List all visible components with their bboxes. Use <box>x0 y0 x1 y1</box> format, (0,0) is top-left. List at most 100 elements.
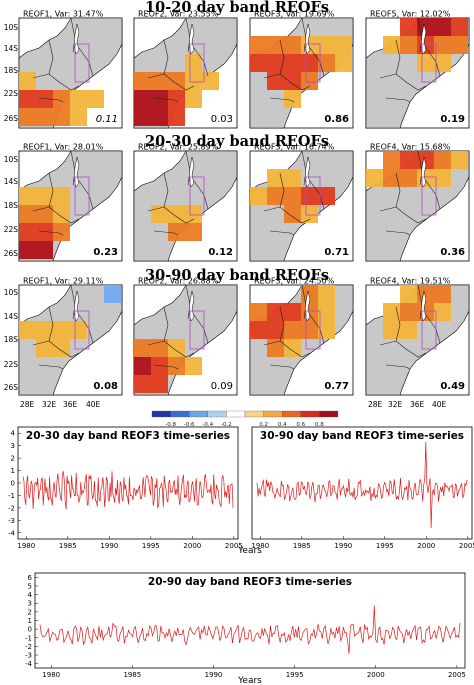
reof-cell <box>434 54 451 72</box>
y-tick-label: 2 <box>11 455 15 463</box>
reof-cell <box>53 90 70 108</box>
x-tick-label: 2000 <box>183 542 201 550</box>
reof-cell <box>151 357 168 375</box>
x-tick-label: 1985 <box>123 671 141 679</box>
reof-cell <box>19 187 36 205</box>
reof-cell <box>19 205 36 223</box>
reof-cell <box>301 205 318 223</box>
lat-label: 14S <box>3 312 18 321</box>
reof-cell <box>53 108 70 126</box>
y-tick-label: 4 <box>11 430 16 438</box>
reof-cell <box>335 54 352 72</box>
panel-label: REOF2, Var: 25.89% <box>138 143 219 152</box>
reof-cell <box>335 36 352 54</box>
correlation-value: 0.09 <box>211 381 233 392</box>
lon-label: 40E <box>432 400 447 409</box>
map-panel: REOF1, Var: 28.01% 0.23 <box>18 143 123 262</box>
reof-cell <box>451 36 468 54</box>
y-tick-label: -1 <box>8 492 15 500</box>
colorbar-tick: -0.6 <box>184 422 195 428</box>
region-box <box>305 43 321 83</box>
panel-label: REOF1, Var: 31.47% <box>23 10 104 19</box>
lat-label: 26S <box>3 114 18 123</box>
reof-cell <box>318 187 335 205</box>
reof-cell <box>284 339 301 357</box>
correlation-value: 0.71 <box>324 247 349 258</box>
reof-cell <box>301 321 318 339</box>
reof-cell <box>168 90 185 108</box>
reof-cell <box>434 303 451 321</box>
lon-label: 36E <box>63 400 78 409</box>
reof-cell <box>185 357 202 375</box>
map-panel: REOF5, Var: 12.02% 0.19 <box>365 10 470 129</box>
country-borders <box>147 284 209 370</box>
colorbar-tick: 0.6 <box>296 422 305 428</box>
reof-cell <box>250 187 267 205</box>
reof-cell <box>417 54 434 72</box>
reof-cell <box>53 321 70 339</box>
reof-cell <box>267 54 284 72</box>
reof-cell <box>284 90 301 108</box>
correlation-value: 0.86 <box>324 114 349 125</box>
region-box <box>305 310 321 350</box>
reof-cell <box>87 90 104 108</box>
reof-cell <box>383 303 400 321</box>
title-30-90: 30-90 day band REOFs <box>145 267 329 284</box>
colorbar-swatch <box>282 410 301 418</box>
lat-label: 22S <box>3 225 18 234</box>
reof-cell <box>53 187 70 205</box>
x-axis-label: Years <box>237 546 262 556</box>
reof-cell <box>383 321 400 339</box>
x-tick-label: 1980 <box>42 671 60 679</box>
reof-cell <box>434 151 451 169</box>
reof-cell <box>70 108 87 126</box>
reof-cell <box>417 285 434 303</box>
reof-cell <box>366 169 383 187</box>
reof-cell <box>417 303 434 321</box>
reof-cell <box>400 36 417 54</box>
reof-cell <box>36 321 53 339</box>
reof-cell <box>267 187 284 205</box>
reof-cell <box>185 223 202 241</box>
reof-cell <box>318 36 335 54</box>
x-tick-label: 2000 <box>417 542 435 550</box>
reof-cell <box>434 169 451 187</box>
colorbar-tick: -0.2 <box>221 422 232 428</box>
y-tick-label: 3 <box>28 600 32 608</box>
title-10-20: 10-20 day band REOFs <box>145 0 329 16</box>
x-tick-label: 1980 <box>17 542 35 550</box>
reof-cell <box>185 54 202 72</box>
reof-map-grid: REOF1, Var: 31.47% 0.11 REOF2, Var: 23.55%… <box>18 10 470 396</box>
reof-cell <box>36 223 53 241</box>
lon-label: 28E <box>20 400 35 409</box>
x-tick-label: 1990 <box>205 671 223 679</box>
reof-cell <box>168 72 185 90</box>
reof-cell <box>301 285 318 303</box>
lat-label: 18S <box>3 201 18 210</box>
x-tick-label: 1990 <box>100 542 118 550</box>
x-tick-label: 1980 <box>251 542 269 550</box>
reof-cell <box>168 205 185 223</box>
map-panel: REOF3, Var: 16.74% 0.71 <box>249 143 354 262</box>
reof-cell <box>151 108 168 126</box>
colorbar-tick: -0.4 <box>202 422 213 428</box>
lon-label: 32E <box>42 400 57 409</box>
reof-cell <box>70 321 87 339</box>
reof-cell <box>185 90 202 108</box>
lat-label: 10S <box>3 155 18 164</box>
panel-label: REOF5, Var: 12.02% <box>370 10 451 19</box>
reof-cell <box>134 90 151 108</box>
series-line <box>22 471 234 510</box>
y-tick-label: 2 <box>28 608 32 616</box>
lon-label: 40E <box>86 400 101 409</box>
reof-cell <box>36 90 53 108</box>
country-borders <box>379 17 441 103</box>
correlation-value: 0.49 <box>440 381 465 392</box>
panel-label: REOF4, Var: 15.68% <box>370 143 451 152</box>
map-panel: REOF3, Var: 19.69% 0.86 <box>249 10 354 129</box>
lat-label: 10S <box>3 23 18 32</box>
timeseries-panel: 30-90 day band REOF3 time-series 1980 1985… <box>251 426 474 550</box>
lat-label: 26S <box>3 249 18 258</box>
lon-label: 28E <box>368 400 383 409</box>
region-box <box>74 43 90 83</box>
